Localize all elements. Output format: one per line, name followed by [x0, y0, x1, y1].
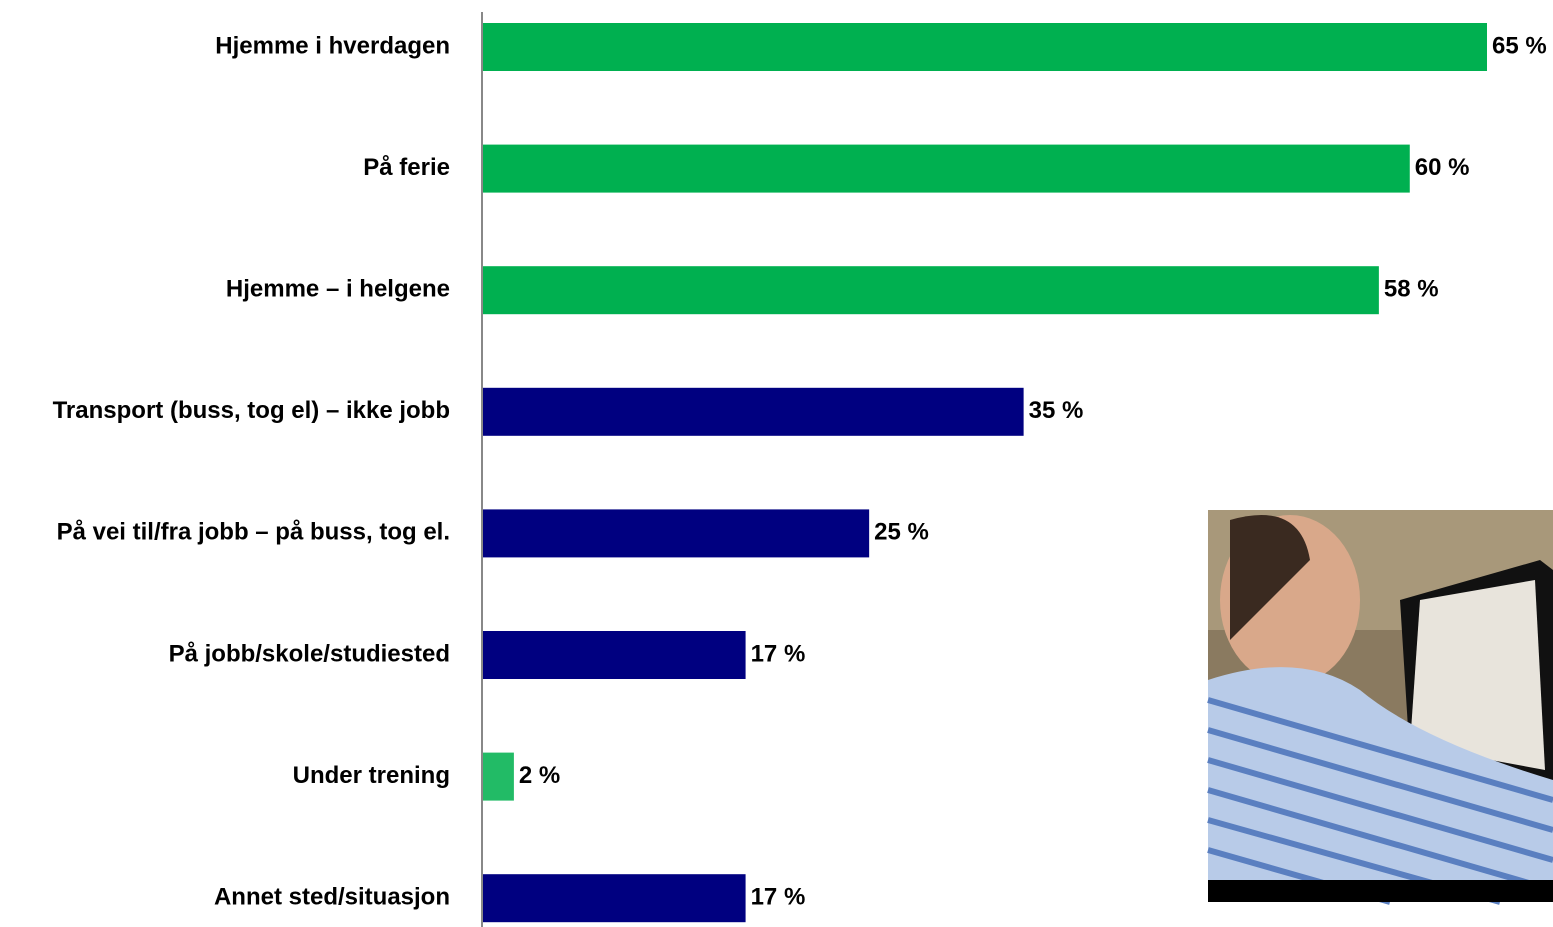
value-label: 17 % [751, 640, 806, 667]
category-label: På ferie [363, 154, 450, 181]
value-label: 25 % [874, 519, 929, 546]
value-label: 65 % [1492, 32, 1547, 59]
value-label: 2 % [519, 762, 560, 789]
bar [483, 387, 1024, 436]
photo-bottom [1208, 880, 1553, 902]
bar [483, 23, 1487, 71]
bar [483, 874, 746, 923]
category-label: Hjemme i hverdagen [215, 32, 450, 59]
category-label: På jobb/skole/studiested [169, 640, 450, 667]
photo-stripes [1207, 697, 1553, 905]
photo [1207, 510, 1553, 905]
value-label: 35 % [1029, 397, 1084, 424]
category-label: Hjemme – i helgene [226, 276, 450, 303]
category-label: Transport (buss, tog el) – ikke jobb [53, 397, 450, 424]
bar [483, 752, 514, 801]
bar [483, 509, 870, 558]
category-label: Under trening [293, 762, 450, 789]
category-label: Annet sted/situasjon [214, 884, 450, 911]
photo-hair [1230, 515, 1310, 640]
category-label: På vei til/fra jobb – på buss, tog el. [57, 519, 450, 546]
value-label: 60 % [1415, 154, 1470, 181]
bar [483, 144, 1410, 193]
value-label: 58 % [1384, 276, 1439, 303]
bar [483, 631, 746, 679]
value-label: 17 % [751, 884, 806, 911]
photo-screen [1410, 580, 1545, 770]
bar [483, 266, 1379, 315]
